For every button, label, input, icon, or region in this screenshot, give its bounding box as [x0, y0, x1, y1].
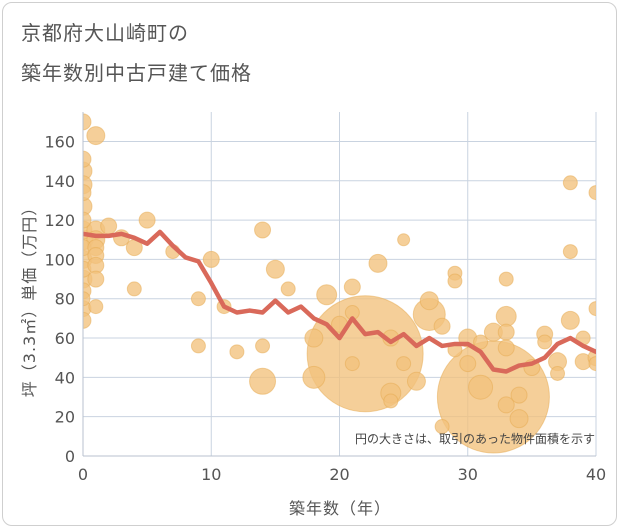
- average-line-layer: [83, 229, 596, 374]
- data-bubble: [86, 126, 106, 146]
- chart-annotation: 円の大きさは、取引のあった物件面積を示す: [355, 431, 595, 446]
- data-bubble: [138, 211, 156, 229]
- data-bubble: [497, 339, 515, 357]
- y-tick-label: 80: [55, 290, 75, 309]
- data-bubble: [497, 396, 515, 414]
- data-bubble: [434, 419, 450, 435]
- data-bubble: [316, 284, 338, 306]
- data-bubble: [83, 196, 93, 216]
- data-bubble: [497, 323, 515, 341]
- data-bubble: [537, 334, 553, 350]
- y-tick-label: 140: [44, 172, 75, 191]
- average-price-line: [83, 229, 596, 374]
- x-tick-label: 40: [586, 465, 606, 484]
- data-bubble: [126, 281, 142, 297]
- data-bubble: [495, 305, 517, 327]
- data-bubble: [83, 150, 92, 168]
- data-bubble: [447, 273, 463, 289]
- data-bubble: [419, 291, 439, 311]
- data-bubble: [468, 374, 494, 400]
- chart-title-line-1: 京都府大山崎町の: [21, 21, 189, 45]
- x-tick-label: 30: [458, 465, 478, 484]
- data-bubble: [304, 328, 324, 348]
- data-bubble: [202, 250, 220, 268]
- y-tick-label: 120: [44, 211, 75, 230]
- y-tick-label: 60: [55, 329, 75, 348]
- data-bubble: [83, 291, 91, 307]
- axis-layer: 0 20 40 60 80 100 120 140 160 0 10 20 30 40: [44, 112, 606, 484]
- data-bubble: [88, 299, 104, 315]
- data-bubble: [406, 371, 426, 391]
- data-bubble: [280, 281, 296, 297]
- y-axis-title: 坪（3.3㎡）単価（万円）: [20, 199, 39, 397]
- y-tick-label: 100: [44, 250, 75, 269]
- data-bubble: [190, 338, 206, 354]
- data-bubble: [562, 175, 578, 191]
- data-bubble: [306, 295, 424, 413]
- data-bubble: [249, 367, 277, 395]
- data-bubble: [397, 233, 411, 247]
- data-bubble: [83, 211, 92, 229]
- chart-card: 京都府大山崎町の 築年数別中古戸建て価格: [2, 2, 617, 526]
- y-tick-label: 40: [55, 368, 75, 387]
- data-bubble: [83, 184, 92, 202]
- data-bubble: [343, 278, 361, 296]
- data-bubble: [588, 301, 596, 317]
- data-bubble: [459, 355, 477, 373]
- chart-title-line-2: 築年数別中古戸建て価格: [21, 61, 252, 85]
- y-tick-label: 160: [44, 132, 75, 151]
- data-bubble: [473, 334, 489, 350]
- data-bubble: [83, 113, 92, 131]
- data-bubble: [550, 365, 566, 381]
- data-bubble: [229, 344, 245, 360]
- data-bubble: [265, 259, 285, 279]
- data-bubble: [87, 270, 105, 288]
- data-bubble: [510, 386, 528, 404]
- data-bubble: [498, 271, 514, 287]
- data-bubble: [190, 291, 206, 307]
- data-bubble: [396, 356, 412, 372]
- data-bubble: [562, 244, 578, 260]
- data-bubble: [560, 310, 580, 330]
- data-bubble: [254, 221, 272, 239]
- bubble-layer: [83, 113, 596, 454]
- data-bubble: [83, 311, 92, 329]
- data-bubble: [588, 356, 596, 372]
- data-bubble: [302, 365, 326, 389]
- data-bubble: [588, 185, 596, 201]
- data-bubble: [255, 338, 271, 354]
- x-tick-label: 20: [329, 465, 349, 484]
- data-bubble: [100, 217, 118, 235]
- data-bubble: [368, 253, 388, 273]
- x-axis-title: 築年数（年）: [289, 499, 391, 518]
- y-tick-label: 20: [55, 408, 75, 427]
- data-bubble: [383, 393, 399, 409]
- x-tick-label: 10: [201, 465, 221, 484]
- data-bubble: [344, 356, 360, 372]
- data-bubble: [509, 409, 529, 429]
- data-bubble: [433, 317, 451, 335]
- y-tick-label: 0: [65, 447, 75, 466]
- x-tick-label: 0: [78, 465, 88, 484]
